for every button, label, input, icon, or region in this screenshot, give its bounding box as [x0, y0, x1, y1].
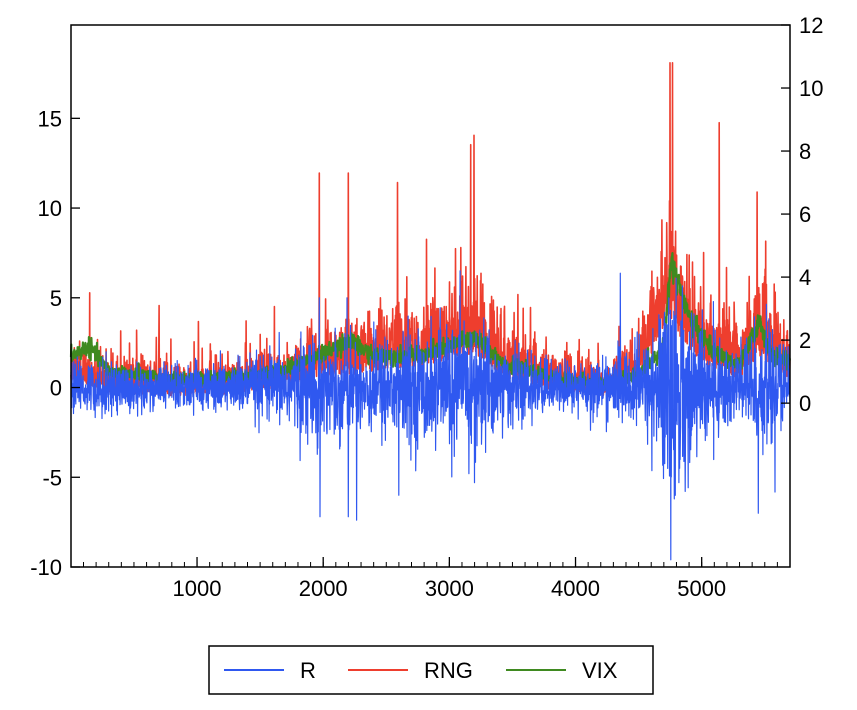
left-axis-tick-label: 10 [38, 196, 62, 221]
left-axis-tick-label: -10 [30, 555, 62, 580]
right-axis-tick-label: 4 [799, 265, 811, 290]
x-axis-tick-label: 4000 [551, 576, 600, 601]
right-axis-tick-label: 2 [799, 328, 811, 353]
plot-frame [70, 24, 791, 568]
right-axis-tick-label: 8 [799, 139, 811, 164]
left-axis-tick-label: 0 [50, 376, 62, 401]
left-axis-tick-label: 15 [38, 106, 62, 131]
legend: R RNG VIX [208, 645, 654, 695]
legend-label-r: R [300, 658, 316, 683]
x-axis-tick-label: 2000 [299, 576, 348, 601]
series-layer [69, 62, 791, 561]
x-axis-tick-label: 5000 [677, 576, 726, 601]
legend-label-rng: RNG [424, 658, 473, 683]
right-axis-tick-label: 12 [799, 13, 823, 38]
x-axis-tick-label: 3000 [425, 576, 474, 601]
series-r-line [70, 270, 791, 561]
x-axis-tick-label: 1000 [173, 576, 222, 601]
legend-label-vix: VIX [582, 658, 618, 683]
left-axis-tick-label: 5 [50, 286, 62, 311]
axes-layer: -10 -5 0 5 10 15 0 2 4 6 8 10 12 1000 2000 3000 4000 5000 [30, 13, 823, 601]
right-axis-tick-label: 0 [799, 391, 811, 416]
right-axis-tick-label: 10 [799, 76, 823, 101]
right-axis-tick-label: 6 [799, 202, 811, 227]
left-axis-tick-label: -5 [42, 465, 62, 490]
